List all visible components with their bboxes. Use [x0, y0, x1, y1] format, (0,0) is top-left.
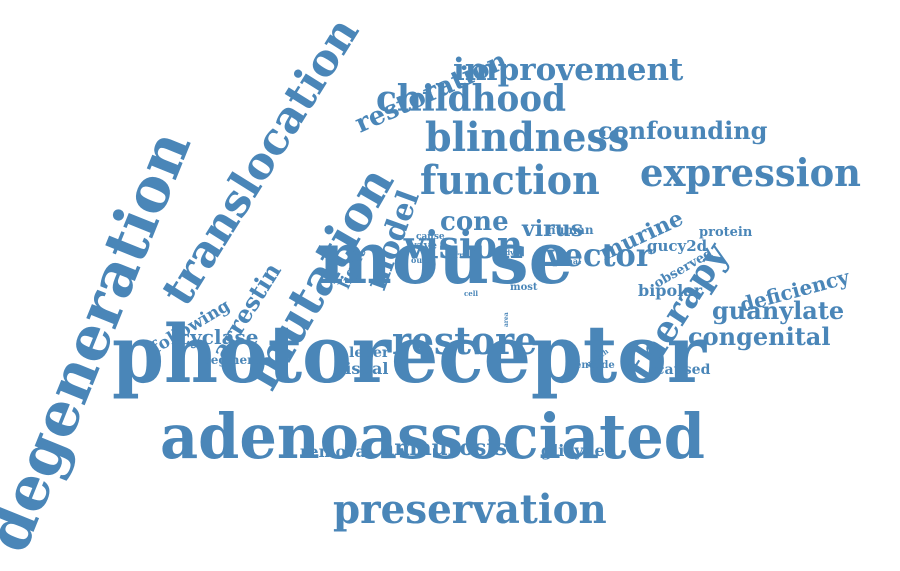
word-area: area [503, 312, 510, 327]
word-cone: cone [440, 207, 509, 237]
word-removal: removal [300, 442, 372, 461]
word-wave: wave [407, 239, 437, 252]
word-study: study [493, 248, 515, 257]
word-expression: expression [640, 150, 861, 195]
word-most: most [510, 282, 538, 293]
word-improvement: improvement [453, 52, 684, 88]
word-protein: protein [699, 225, 753, 240]
word-cause: cause [416, 232, 445, 242]
word-bipolar: bipolar [638, 281, 702, 300]
word-confounding: confounding [598, 116, 768, 145]
word-amaurosis: amaurosis [380, 435, 508, 461]
word-virus: virus [522, 216, 584, 242]
word-outer: outer [411, 255, 436, 265]
word-adenoassociated: adenoassociated [160, 400, 705, 473]
word-cell: cell [464, 289, 479, 298]
word-retinal: retinal [551, 256, 582, 266]
word-gucy2d: gucy2d [647, 237, 708, 255]
word-term: term [446, 250, 468, 260]
word-human: human [547, 223, 594, 237]
word-vision: vision [404, 222, 524, 267]
word-caused: caused [656, 362, 711, 378]
word-guanylate: guanylate [712, 296, 845, 325]
word-leber: leber [349, 345, 390, 361]
word-restore: restore [392, 318, 538, 363]
word-visual: visual [336, 359, 389, 378]
word-encode: encode [575, 360, 615, 371]
word-congenital: congenital [688, 322, 831, 351]
word-mouse: mouse [318, 215, 574, 300]
word-segment: segment [204, 353, 262, 367]
word-blindness: blindness [425, 114, 630, 161]
word-cyclase: cyclase [178, 325, 259, 349]
word-preservation: preservation [333, 486, 607, 533]
word-vector: vector [546, 236, 652, 274]
word-function: function [420, 157, 600, 204]
word-photoreceptor: photoreceptor [112, 307, 707, 401]
word-childhood: childhood [376, 78, 566, 120]
word-glicy2e: glicy2e [541, 441, 605, 460]
